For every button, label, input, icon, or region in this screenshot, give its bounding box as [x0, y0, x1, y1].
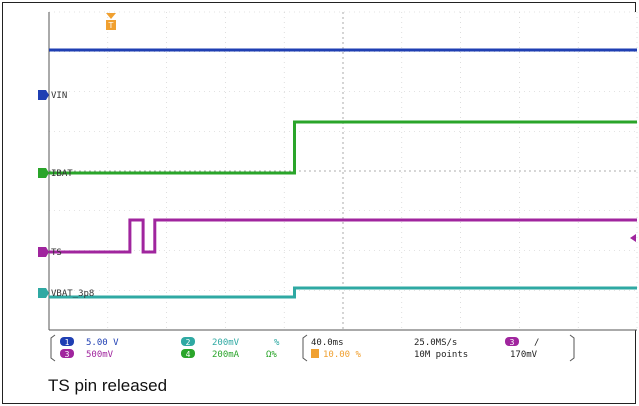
sample-rate: 25.0MS/s: [414, 338, 457, 348]
trigger-position-marker: T: [106, 13, 116, 30]
ch4-extra: Ω%: [266, 350, 277, 360]
graticule: [48, 11, 638, 331]
timebase: 40.0ms: [311, 338, 344, 348]
ch2-scale: 200mV: [212, 338, 240, 348]
trigger-channel-badge: 3: [510, 338, 515, 347]
channel-marker-ts: [38, 247, 49, 257]
ts-trigger-level-icon: [630, 234, 636, 242]
record-length: 10M points: [414, 350, 468, 360]
trigger-arrow-icon: [106, 13, 116, 19]
channel-label-vbat_3p8: VBAT_3p8: [51, 289, 94, 299]
ch2-badge: 2: [186, 338, 191, 347]
trigger-slope-icon: /: [534, 338, 539, 348]
ch4-scale: 200mA: [212, 350, 240, 360]
trigger-marker-label: T: [108, 21, 114, 30]
channel-marker-vin: [38, 90, 49, 100]
oscilloscope-capture: VIN IBAT TS VBAT_3p8 T 1 5.00 V 3 500mV 2 2…: [38, 11, 638, 362]
channel-label-ts: TS: [51, 248, 62, 258]
channel-label-ibat: IBAT: [51, 169, 73, 179]
channel-marker-vbat_3p8: [38, 288, 49, 298]
ch4-badge: 4: [186, 350, 191, 359]
trace-ts: [49, 218, 637, 254]
trace-vbat_3p8: [49, 286, 637, 299]
trace-ibat: [49, 120, 637, 175]
ch1-badge: 1: [65, 338, 70, 347]
ch1-scale: 5.00 V: [86, 338, 119, 348]
ch3-badge: 3: [65, 350, 70, 359]
traces: [49, 48, 637, 299]
readout-bar: 1 5.00 V 3 500mV 2 200mV % 4 200mA Ω% 40…: [50, 334, 575, 362]
trigger-position: 10.00 %: [323, 350, 362, 360]
trigger-level: 170mV: [510, 350, 538, 360]
ch2-extra: %: [274, 338, 280, 348]
channel-markers: VIN IBAT TS VBAT_3p8: [38, 90, 94, 299]
channel-marker-ibat: [38, 168, 49, 178]
figure-caption: TS pin released: [48, 376, 168, 395]
ch3-scale: 500mV: [86, 350, 114, 360]
channel-label-vin: VIN: [51, 91, 67, 101]
